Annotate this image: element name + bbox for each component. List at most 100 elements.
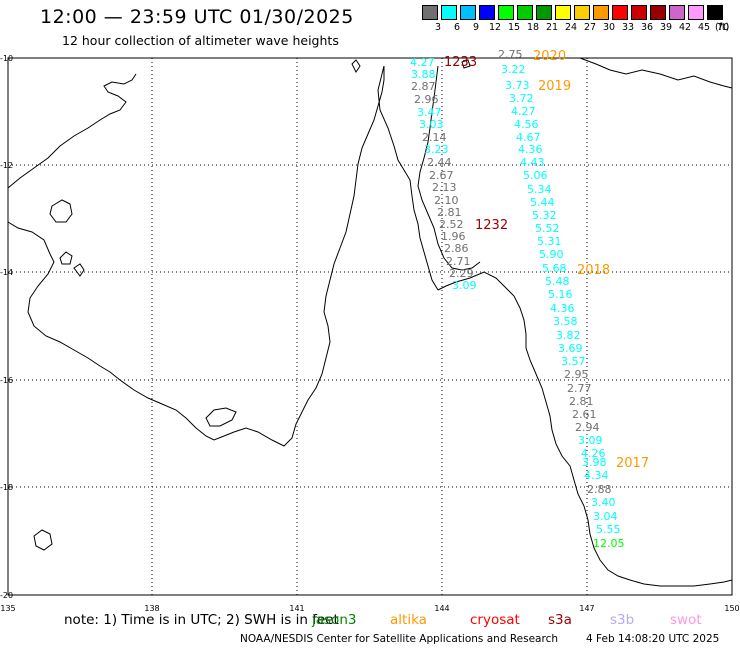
- longitude-label: 135: [0, 604, 15, 613]
- longitude-label: 150: [724, 604, 739, 613]
- satellite-jason3: jason3: [312, 612, 357, 628]
- wave-height-value: 3.23: [424, 143, 449, 156]
- wave-height-value: 3.09: [452, 279, 477, 292]
- wave-height-value: 2.67: [429, 169, 454, 182]
- wave-height-value: 4.27: [511, 105, 536, 118]
- legend-unit: (ft): [715, 22, 730, 33]
- latitude-labels: -10 -12 -14 -16 -18 -20: [0, 54, 13, 600]
- longitude-label: 141: [289, 604, 304, 613]
- wave-height-value: 4.27: [410, 56, 435, 69]
- wave-height-value: 5.48: [545, 275, 570, 288]
- generated-timestamp: 4 Feb 14:08:20 UTC 2025: [586, 633, 720, 645]
- wave-height-value: 5.06: [523, 169, 548, 182]
- legend-swatch: [517, 5, 533, 20]
- legend-swatch: [631, 5, 647, 20]
- wave-height-value: 2.88: [587, 483, 612, 496]
- wave-height-value: 3.58: [553, 315, 578, 328]
- wave-height-value: 1.96: [441, 230, 466, 243]
- legend-label: 36: [640, 22, 654, 33]
- legend-label: 27: [583, 22, 597, 33]
- legend-swatch: [650, 5, 666, 20]
- wave-height-value: 5.52: [535, 222, 560, 235]
- track-label: 2019: [538, 79, 571, 94]
- wave-height-value: 2.87: [411, 80, 436, 93]
- wave-height-value: 4.36: [518, 143, 543, 156]
- latitude-label: -20: [0, 591, 13, 600]
- wave-height-value: 5.16: [548, 288, 573, 301]
- legend-swatch: [422, 5, 438, 20]
- satellite-altika: altika: [390, 612, 427, 628]
- wave-height-value: 2.94: [575, 421, 600, 434]
- wave-height-value: 2.10: [434, 194, 459, 207]
- longitude-label: 144: [434, 604, 449, 613]
- wave-height-value: 2.81: [569, 395, 594, 408]
- wave-height-value: 2.77: [567, 382, 592, 395]
- page-subtitle: 12 hour collection of altimeter wave hei…: [62, 33, 339, 48]
- wave-height-value: 3.73: [505, 79, 530, 92]
- legend-swatch: [460, 5, 476, 20]
- wave-height-value: 3.03: [419, 118, 444, 131]
- latitude-label: -12: [0, 161, 13, 170]
- map-frame: [7, 57, 733, 596]
- wave-height-value: 5.90: [539, 248, 564, 261]
- legend-swatch: [707, 5, 723, 20]
- legend-swatch: [688, 5, 704, 20]
- wave-height-value: 3.82: [556, 329, 581, 342]
- wave-height-value: 3.88: [411, 68, 436, 81]
- coastline-cape-york-west: [377, 65, 439, 291]
- coastline-peninsula-inner: [417, 65, 481, 271]
- coastline-island-small-1: [59, 251, 73, 265]
- legend-label: 3: [434, 22, 442, 33]
- wave-height-value: 5.68: [542, 262, 567, 275]
- legend-label: 18: [526, 22, 540, 33]
- longitude-label: 138: [144, 604, 159, 613]
- coastline-new-guinea: [579, 57, 733, 89]
- observations: 4.273.882.872.963.473.032.143.232.442.67…: [410, 48, 625, 550]
- coastline: [7, 57, 733, 587]
- wave-height-value: 3.47: [417, 106, 442, 119]
- wave-height-value: 12.05: [593, 537, 625, 550]
- legend-swatch: [441, 5, 457, 20]
- wave-height-value: 2.13: [432, 181, 457, 194]
- satellite-cryosat: cryosat: [470, 612, 520, 628]
- legend-swatch: [669, 5, 685, 20]
- legend-swatch: [612, 5, 628, 20]
- legend-label: 21: [545, 22, 559, 33]
- legend-swatch: [479, 5, 495, 20]
- coastline-torres-islands: [351, 59, 471, 73]
- wave-height-value: 3.04: [593, 510, 618, 523]
- coastline-island-small-2: [73, 263, 85, 277]
- coastline-cape-york-east: [437, 271, 733, 587]
- wave-height-value: 4.56: [514, 118, 539, 131]
- track-label: 2020: [533, 49, 566, 64]
- wave-height-value: 3.98: [582, 456, 607, 469]
- wave-height-value: 2.81: [437, 206, 462, 219]
- legend-label: 12: [488, 22, 502, 33]
- wave-height-value: 3.22: [501, 63, 526, 76]
- wave-height-value: 4.34: [584, 469, 609, 482]
- graticule: [8, 58, 732, 595]
- legend-label: 33: [621, 22, 635, 33]
- wave-height-value: 5.31: [537, 235, 562, 248]
- wave-height-value: 2.96: [414, 93, 439, 106]
- wave-height-value: 2.52: [439, 218, 464, 231]
- track-label: 2018: [577, 263, 610, 278]
- wave-height-value: 2.86: [444, 242, 469, 255]
- footer-note: note: 1) Time is in UTC; 2) SWH is in fe…: [64, 612, 339, 628]
- wave-height-value: 4.67: [516, 131, 541, 144]
- longitude-labels: 135 138 141 144 147 150: [0, 604, 739, 613]
- wave-height-value: 2.14: [422, 131, 447, 144]
- coastline-island-southwest: [33, 529, 53, 551]
- credit-line: NOAA/NESDIS Center for Satellite Applica…: [240, 633, 558, 645]
- wave-height-value: 3.69: [558, 342, 583, 355]
- satellite-swot: swot: [670, 612, 702, 628]
- coastline-island-mornington: [205, 407, 237, 427]
- wave-height-value: 3.72: [509, 92, 534, 105]
- wave-height-value: 5.44: [530, 196, 555, 209]
- coastline-gulf-west: [7, 66, 385, 447]
- track-labels: 2020 2019 2018 2017 1233 1232: [444, 49, 649, 471]
- legend-swatch: [536, 5, 552, 20]
- page-title: 12:00 — 23:59 UTC 01/30/2025: [40, 6, 354, 28]
- legend-swatch: [498, 5, 514, 20]
- legend-label: 45: [697, 22, 711, 33]
